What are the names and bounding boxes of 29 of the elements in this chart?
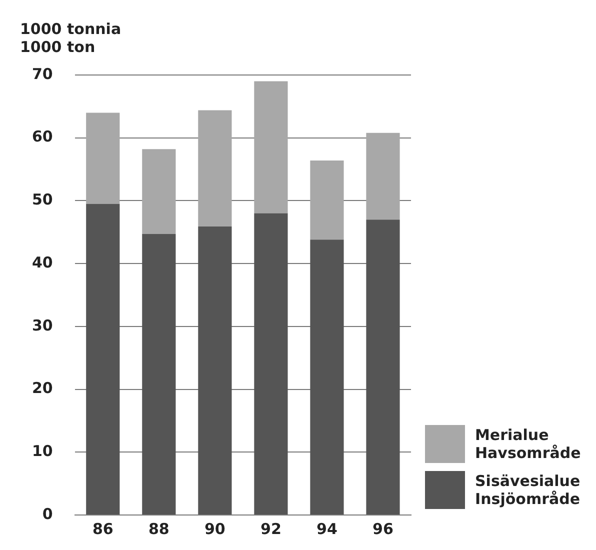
bar xyxy=(86,112,120,204)
y-axis-title: 1000 tonnia 1000 ton xyxy=(20,20,122,56)
y-tick-label: 50 xyxy=(32,190,53,209)
y-tick-label: 40 xyxy=(32,253,53,272)
y-tick-label: 60 xyxy=(32,128,53,146)
x-tick-label: 90 xyxy=(204,520,226,538)
bar xyxy=(86,204,120,514)
bar xyxy=(310,160,344,240)
y-tick-label: 10 xyxy=(32,442,53,460)
bar xyxy=(310,240,344,514)
x-tick-label: 86 xyxy=(92,520,114,538)
bar xyxy=(366,220,400,514)
y-tick-label: 0 xyxy=(42,504,53,523)
y-tick-label: 70 xyxy=(32,64,53,83)
x-tick-label: 88 xyxy=(148,520,170,538)
bar xyxy=(142,234,176,514)
y-tick-label: 20 xyxy=(32,379,53,398)
bar xyxy=(366,132,400,220)
x-tick-label: 94 xyxy=(316,520,338,538)
bar xyxy=(142,149,176,234)
x-tick-label: 92 xyxy=(260,520,282,538)
text: Sisävesialue Insjöområde xyxy=(475,472,582,508)
x-tick-label: 96 xyxy=(372,520,394,538)
text: Merialue Havsområde xyxy=(475,426,582,462)
bar xyxy=(254,81,288,214)
y-tick-label: 30 xyxy=(32,316,53,334)
bar xyxy=(254,213,288,514)
bar xyxy=(198,226,232,514)
bar xyxy=(198,110,232,226)
